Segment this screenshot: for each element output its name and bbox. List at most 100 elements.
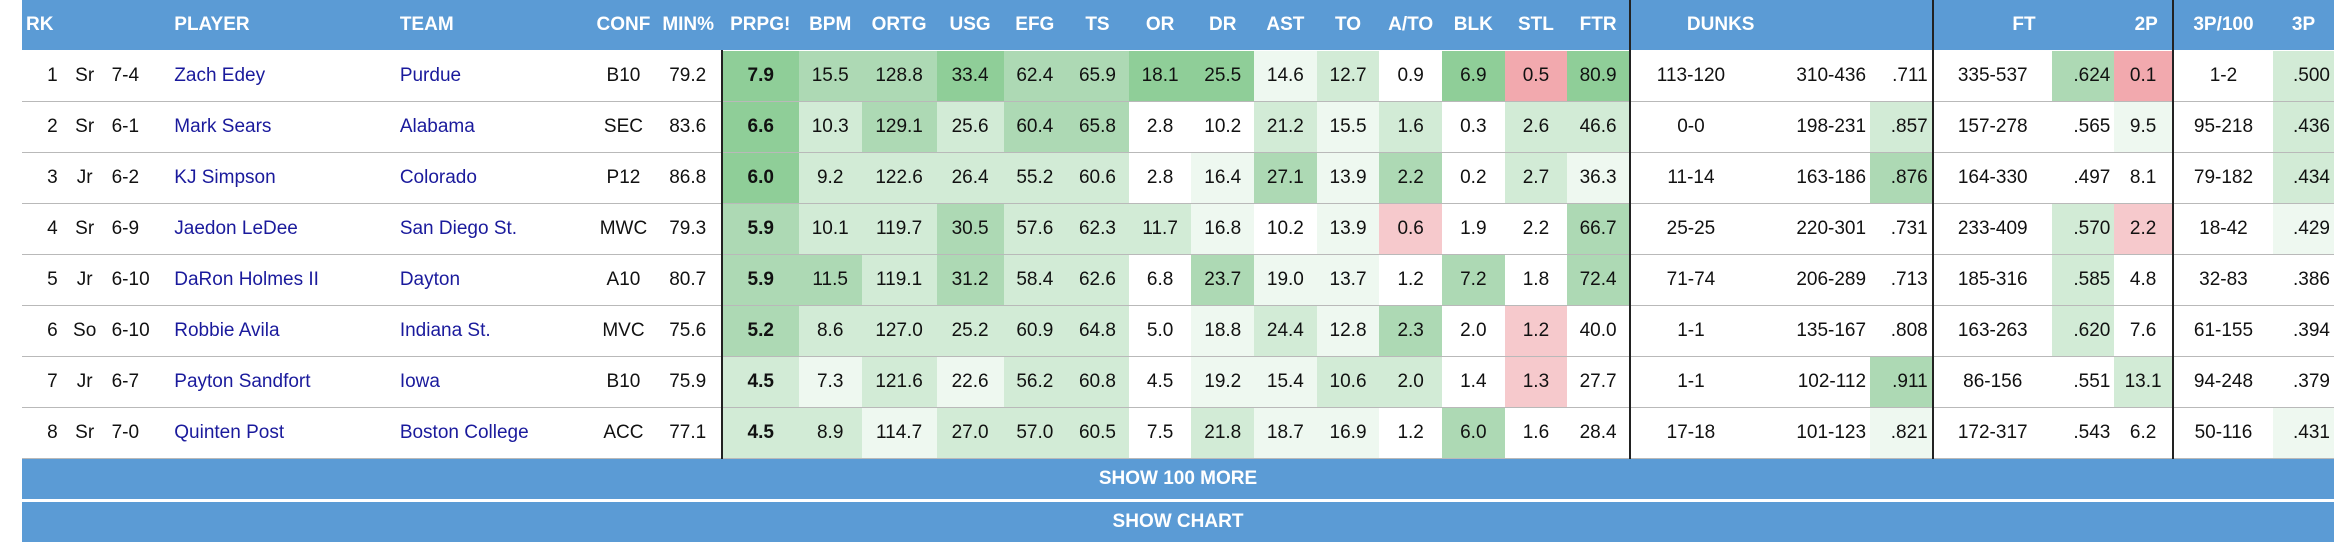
player-link[interactable]: Zach Edey: [170, 50, 396, 102]
col-header-conf[interactable]: CONF: [592, 0, 655, 51]
col-header-3p100[interactable]: 3P/100: [2171, 0, 2274, 51]
ftr-cell: 27.7: [1567, 356, 1630, 408]
col-header-prpg[interactable]: PRPG!: [721, 0, 799, 51]
col-header-min[interactable]: MIN%: [654, 0, 722, 51]
bpm-cell: 10.1: [798, 203, 862, 255]
ftr-cell: 80.9: [1567, 50, 1630, 102]
col-header-team[interactable]: TEAM: [395, 0, 593, 51]
player-link[interactable]: Robbie Avila: [170, 305, 396, 357]
conf-cell: SEC: [592, 101, 655, 153]
efg-cell: 56.2: [1003, 356, 1067, 408]
col-header-blk[interactable]: BLK: [1441, 0, 1505, 51]
ft-made-cell: 86-156: [1931, 356, 2052, 408]
ftr-cell: 66.7: [1567, 203, 1630, 255]
ft-pct-cell: .497: [2051, 152, 2115, 204]
col-header-or[interactable]: OR: [1128, 0, 1192, 51]
col-header-ato[interactable]: A/TO: [1379, 0, 1442, 51]
player-link[interactable]: Quinten Post: [170, 407, 396, 459]
team-link[interactable]: Iowa: [395, 356, 593, 408]
col-header-player[interactable]: PLAYER: [170, 0, 396, 51]
team-link[interactable]: Colorado: [395, 152, 593, 204]
col-header-dr[interactable]: DR: [1191, 0, 1255, 51]
ts-cell: 65.8: [1066, 101, 1129, 153]
col-header-ast[interactable]: AST: [1254, 0, 1317, 51]
col-header-ft[interactable]: FT: [1931, 0, 2115, 51]
col-header-dunks[interactable]: DUNKS: [1628, 0, 1933, 51]
ftr-cell: 46.6: [1567, 101, 1630, 153]
col-header-ftr[interactable]: FTR: [1567, 0, 1630, 51]
three-pt-pct-cell: .394: [2273, 305, 2334, 357]
three-pt-pct-cell: .436: [2273, 101, 2334, 153]
show-chart-button[interactable]: SHOW CHART: [22, 502, 2334, 545]
col-header-ts[interactable]: TS: [1066, 0, 1129, 51]
min-cell: 75.9: [654, 356, 723, 408]
team-link[interactable]: Dayton: [395, 254, 593, 306]
ftr-cell: 40.0: [1567, 305, 1630, 357]
to-cell: 13.9: [1316, 152, 1380, 204]
two-pt-made-cell: 101-123: [1751, 407, 1871, 459]
or-cell: 11.7: [1128, 203, 1192, 255]
dr-cell: 16.8: [1191, 203, 1255, 255]
to-cell: 13.9: [1316, 203, 1380, 255]
min-cell: 79.2: [654, 50, 723, 102]
col-header-usg[interactable]: USG: [936, 0, 1004, 51]
team-link[interactable]: San Diego St.: [395, 203, 593, 255]
ts-cell: 64.8: [1066, 305, 1129, 357]
height-cell: 7-4: [107, 50, 171, 102]
rank-cell: 2: [22, 101, 62, 153]
class-cell: Jr: [61, 356, 108, 408]
three-pt-pct-cell: .379: [2273, 356, 2334, 408]
dunks-cell: 11-14: [1628, 152, 1752, 204]
col-header-rk[interactable]: RK: [22, 0, 171, 51]
team-link[interactable]: Alabama: [395, 101, 593, 153]
col-header-ortg[interactable]: ORTG: [861, 0, 937, 51]
rank-cell: 5: [22, 254, 62, 306]
prpg-cell: 7.9: [721, 50, 799, 102]
three-pt-per100-cell: 8.1: [2114, 152, 2173, 204]
col-header-stl[interactable]: STL: [1504, 0, 1568, 51]
col-header-efg[interactable]: EFG: [1003, 0, 1067, 51]
three-pt-made-cell: 18-42: [2171, 203, 2274, 255]
player-link[interactable]: Mark Sears: [170, 101, 396, 153]
two-pt-pct-cell: .876: [1870, 152, 1933, 204]
dr-cell: 19.2: [1191, 356, 1255, 408]
efg-cell: 60.4: [1003, 101, 1067, 153]
class-cell: So: [61, 305, 108, 357]
prpg-cell: 6.6: [721, 101, 799, 153]
two-pt-made-cell: 310-436: [1751, 50, 1871, 102]
team-link[interactable]: Indiana St.: [395, 305, 593, 357]
or-cell: 2.8: [1128, 101, 1192, 153]
dunks-cell: 1-1: [1628, 356, 1752, 408]
two-pt-pct-cell: .711: [1870, 50, 1933, 102]
ato-cell: 0.9: [1379, 50, 1442, 102]
dunks-cell: 1-1: [1628, 305, 1752, 357]
team-link[interactable]: Purdue: [395, 50, 593, 102]
usg-cell: 25.6: [936, 101, 1004, 153]
prpg-cell: 5.9: [721, 254, 799, 306]
to-cell: 13.7: [1316, 254, 1380, 306]
ortg-cell: 122.6: [861, 152, 937, 204]
player-link[interactable]: DaRon Holmes II: [170, 254, 396, 306]
ftr-cell: 28.4: [1567, 407, 1630, 459]
three-pt-pct-cell: .434: [2273, 152, 2334, 204]
team-link[interactable]: Boston College: [395, 407, 593, 459]
player-link[interactable]: Payton Sandfort: [170, 356, 396, 408]
to-cell: 12.7: [1316, 50, 1380, 102]
col-header-to[interactable]: TO: [1316, 0, 1380, 51]
show-100-more-button[interactable]: SHOW 100 MORE: [22, 459, 2334, 502]
conf-cell: B10: [592, 356, 655, 408]
stl-cell: 1.3: [1504, 356, 1568, 408]
col-header-bpm[interactable]: BPM: [798, 0, 862, 51]
dunks-cell: 0-0: [1628, 101, 1752, 153]
or-cell: 4.5: [1128, 356, 1192, 408]
ts-cell: 65.9: [1066, 50, 1129, 102]
player-stats-table: RK PLAYER TEAM CONF MIN% PRPG! BPM ORTG …: [22, 0, 2334, 459]
player-link[interactable]: Jaedon LeDee: [170, 203, 396, 255]
player-link[interactable]: KJ Simpson: [170, 152, 396, 204]
two-pt-pct-cell: .808: [1870, 305, 1933, 357]
col-header-3p[interactable]: 3P: [2273, 0, 2334, 51]
ft-made-cell: 185-316: [1931, 254, 2052, 306]
min-cell: 75.6: [654, 305, 723, 357]
conf-cell: MVC: [592, 305, 655, 357]
col-header-2p[interactable]: 2P: [2114, 0, 2173, 51]
